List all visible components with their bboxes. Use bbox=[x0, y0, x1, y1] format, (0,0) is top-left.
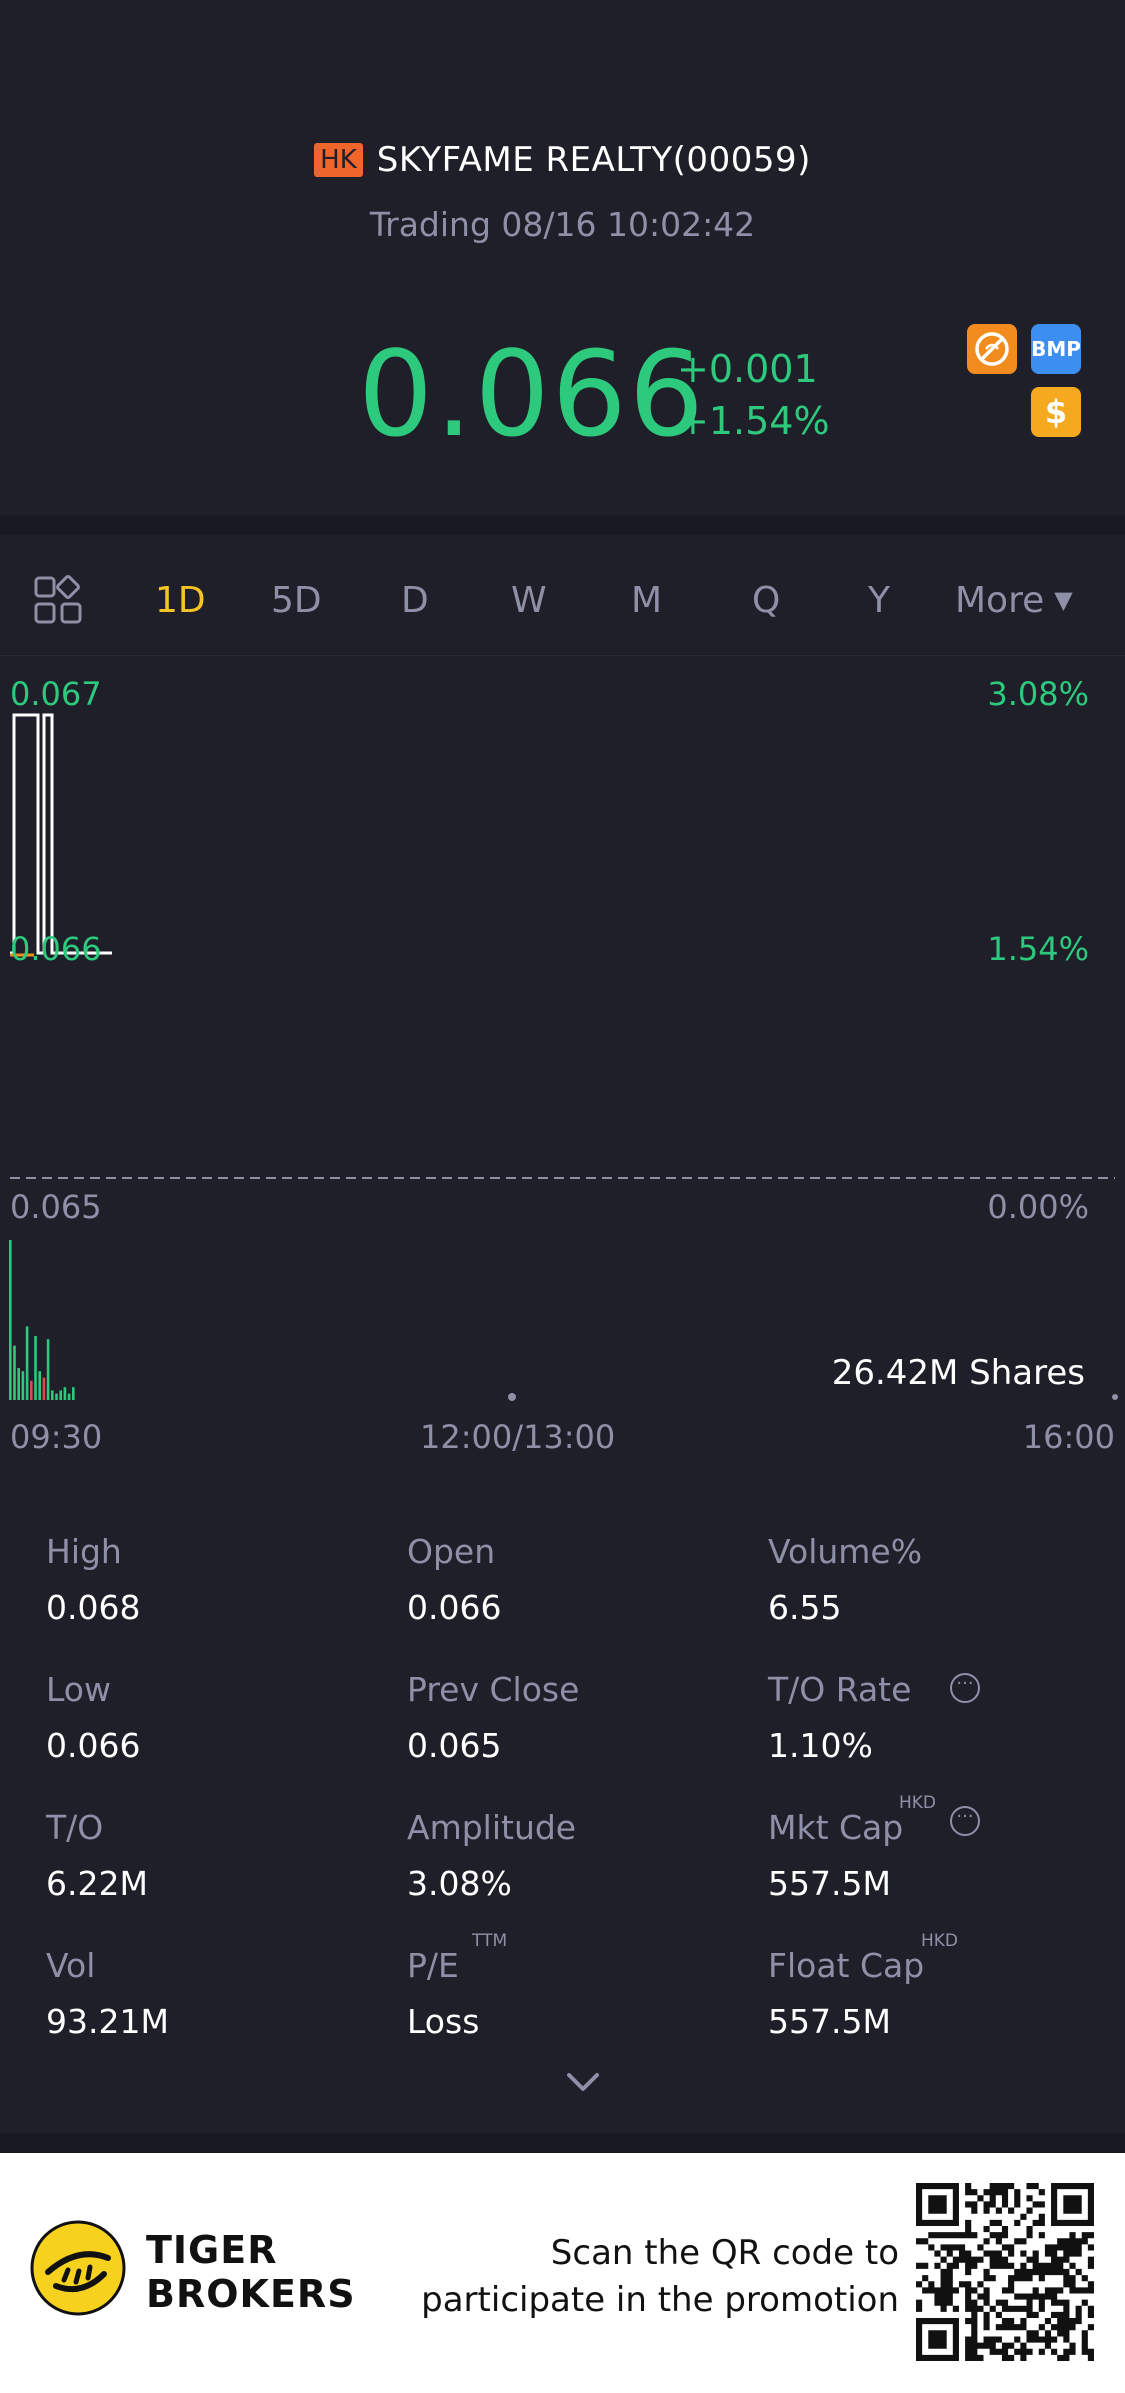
stat-value-open: 0.066 bbox=[407, 1588, 502, 1627]
more-info-icon[interactable]: ··· bbox=[950, 1806, 980, 1836]
volume-bar bbox=[42, 1377, 46, 1400]
intraday-chart[interactable] bbox=[0, 665, 1125, 1445]
midday-marker bbox=[508, 1393, 516, 1401]
no-short-icon[interactable] bbox=[967, 324, 1017, 374]
tiger-brokers-logo bbox=[30, 2220, 126, 2316]
more-info-icon[interactable]: ··· bbox=[950, 1673, 980, 1703]
stat-value-to-rate: 1.10% bbox=[768, 1726, 873, 1765]
volume-bar bbox=[25, 1326, 29, 1400]
tab-m[interactable]: M bbox=[631, 580, 663, 621]
stat-label-prev-close: Prev Close bbox=[407, 1670, 580, 1709]
caret-down-icon: ▼ bbox=[1054, 586, 1073, 614]
tab-q[interactable]: Q bbox=[752, 580, 781, 621]
trading-status: Trading 08/16 10:02:42 bbox=[369, 205, 756, 244]
brand-line-2: BROKERS bbox=[146, 2272, 356, 2316]
title-row: HK SKYFAME REALTY(00059) bbox=[0, 140, 1125, 180]
stat-label-high: High bbox=[46, 1532, 122, 1571]
stat-label-open: Open bbox=[407, 1532, 496, 1571]
tab-1d[interactable]: 1D bbox=[155, 580, 206, 621]
stat-label-vol: Vol bbox=[46, 1946, 96, 1985]
stat-value-vol: 93.21M bbox=[46, 2002, 169, 2041]
stat-label-amplitude: Amplitude bbox=[407, 1808, 577, 1847]
stat-value-amplitude: 3.08% bbox=[407, 1864, 512, 1903]
volume-bar bbox=[63, 1387, 67, 1400]
stat-label-low: Low bbox=[46, 1670, 111, 1709]
stat-label-mkt-cap: Mkt Cap bbox=[768, 1808, 904, 1847]
tab-more[interactable]: More ▼ bbox=[955, 580, 1073, 621]
volume-bar bbox=[13, 1345, 16, 1400]
volume-bar bbox=[55, 1393, 58, 1400]
volume-bar bbox=[72, 1387, 75, 1400]
mkt-cap-currency: HKD bbox=[899, 1793, 937, 1813]
volume-bar bbox=[51, 1390, 54, 1400]
stat-value-pe: Loss bbox=[407, 2002, 480, 2041]
qr-code bbox=[916, 2183, 1094, 2361]
y-axis-left-mid: 0.066 bbox=[10, 930, 102, 968]
dollar-icon[interactable]: $ bbox=[1031, 387, 1081, 437]
volume-bar bbox=[9, 1240, 12, 1400]
stat-value-mkt-cap: 557.5M bbox=[768, 1864, 891, 1903]
stat-value-prev-close: 0.065 bbox=[407, 1726, 502, 1765]
bmp-icon[interactable]: BMP bbox=[1031, 324, 1081, 374]
stat-label-pe: P/E bbox=[407, 1946, 459, 1985]
quote-header bbox=[0, 0, 1125, 515]
change-value: +0.001 bbox=[677, 347, 818, 391]
stat-label-volume-pct: Volume% bbox=[768, 1532, 923, 1571]
volume-bar bbox=[67, 1393, 71, 1400]
promo-line-2: participate in the promotion bbox=[421, 2280, 899, 2320]
price-line bbox=[10, 713, 112, 955]
promo-text: Scan the QR code to participate in the p… bbox=[421, 2230, 899, 2324]
volume-bar bbox=[17, 1368, 20, 1400]
y-axis-right-high: 3.08% bbox=[987, 675, 1089, 713]
brand-name: TIGER BROKERS bbox=[146, 2228, 356, 2316]
volume-bar bbox=[21, 1371, 25, 1400]
stat-value-high: 0.068 bbox=[46, 1588, 141, 1627]
y-axis-right-low: 0.00% bbox=[987, 1188, 1089, 1226]
y-axis-left-high: 0.067 bbox=[10, 675, 102, 713]
last-price: 0.066 bbox=[358, 325, 706, 463]
stock-name: SKYFAME REALTY(00059) bbox=[376, 140, 811, 180]
stat-label-to-rate: T/O Rate bbox=[768, 1670, 912, 1709]
time-label-open: 09:30 bbox=[10, 1418, 103, 1456]
stat-value-float-cap: 557.5M bbox=[768, 2002, 891, 2041]
volume-bar bbox=[46, 1339, 50, 1400]
period-tabs bbox=[0, 535, 1125, 656]
float-cap-currency: HKD bbox=[921, 1931, 959, 1951]
promo-footer bbox=[0, 2153, 1125, 2393]
market-badge: HK bbox=[314, 143, 363, 177]
tab-y[interactable]: Y bbox=[868, 580, 890, 621]
tab-more-label: More bbox=[955, 580, 1045, 621]
close-marker bbox=[1112, 1394, 1118, 1400]
volume-label: 26.42M Shares bbox=[831, 1353, 1085, 1393]
volume-bar bbox=[34, 1336, 37, 1400]
stat-label-turnover: T/O bbox=[46, 1808, 104, 1847]
y-axis-left-low: 0.065 bbox=[10, 1188, 102, 1226]
promo-line-1: Scan the QR code to bbox=[550, 2233, 899, 2273]
time-label-close: 16:00 bbox=[1022, 1418, 1115, 1456]
pe-ttm-tag: TTM bbox=[472, 1931, 508, 1951]
tab-5d[interactable]: 5D bbox=[271, 580, 322, 621]
stat-label-float-cap: Float Cap bbox=[768, 1946, 925, 1985]
section-divider bbox=[0, 2133, 1125, 2153]
stat-value-turnover: 6.22M bbox=[46, 1864, 148, 1903]
volume-bar bbox=[30, 1380, 33, 1400]
y-axis-right-mid: 1.54% bbox=[987, 930, 1089, 968]
grid-icon[interactable] bbox=[33, 575, 83, 625]
section-divider bbox=[0, 515, 1125, 535]
qr-modules bbox=[916, 2183, 1094, 2361]
time-label-midday: 12:00/13:00 bbox=[420, 1418, 616, 1456]
volume-bar bbox=[59, 1390, 62, 1400]
stat-value-low: 0.066 bbox=[46, 1726, 141, 1765]
volume-bar bbox=[38, 1371, 41, 1400]
stat-value-volume-pct: 6.55 bbox=[768, 1588, 842, 1627]
change-percent: +1.54% bbox=[677, 399, 830, 443]
chevron-down-icon[interactable] bbox=[566, 2070, 600, 2094]
brand-line-1: TIGER bbox=[146, 2228, 278, 2272]
tab-w[interactable]: W bbox=[511, 580, 547, 621]
tab-d[interactable]: D bbox=[401, 580, 429, 621]
price-change: +0.001 +1.54% bbox=[677, 343, 830, 447]
